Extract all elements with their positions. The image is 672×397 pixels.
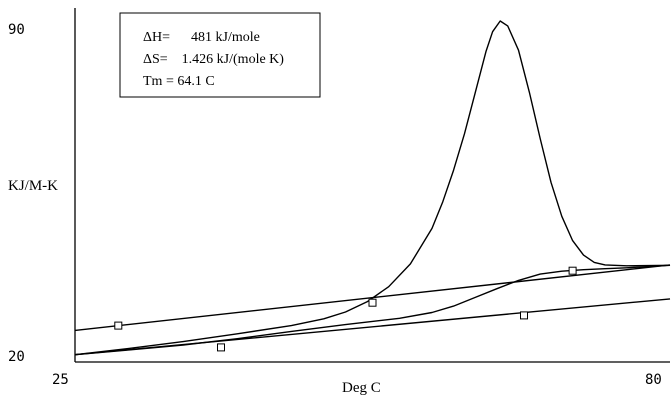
annotation-line-delta-h: ΔH= 481 kJ/mole bbox=[143, 30, 260, 45]
series-layer bbox=[74, 20, 671, 356]
y-axis-label: KJ/M-K bbox=[8, 178, 58, 194]
annotation-line-delta-s: ΔS= 1.426 kJ/(mole K) bbox=[143, 52, 284, 67]
series-line-1 bbox=[74, 20, 671, 356]
y-tick-label-top: 90 bbox=[8, 22, 25, 38]
series-line-4 bbox=[74, 264, 671, 356]
y-tick-label-bottom: 20 bbox=[8, 349, 25, 365]
axes bbox=[74, 8, 670, 363]
series-line-2 bbox=[74, 264, 671, 332]
annotation-box: ΔH= 481 kJ/mole ΔS= 1.426 kJ/(mole K) Tm… bbox=[119, 12, 321, 98]
x-axis-label: Deg C bbox=[342, 380, 381, 396]
x-tick-label-left: 25 bbox=[52, 372, 69, 388]
marker-layer bbox=[114, 266, 577, 352]
square-marker-2 bbox=[217, 343, 225, 352]
square-marker-1 bbox=[114, 321, 123, 330]
annotation-frame bbox=[119, 12, 321, 98]
annotation-line-tm: Tm = 64.1 C bbox=[143, 74, 215, 89]
square-marker-5 bbox=[568, 266, 577, 275]
x-tick-label-right: 80 bbox=[645, 372, 662, 388]
square-marker-3 bbox=[368, 298, 377, 307]
square-marker-4 bbox=[520, 311, 528, 320]
